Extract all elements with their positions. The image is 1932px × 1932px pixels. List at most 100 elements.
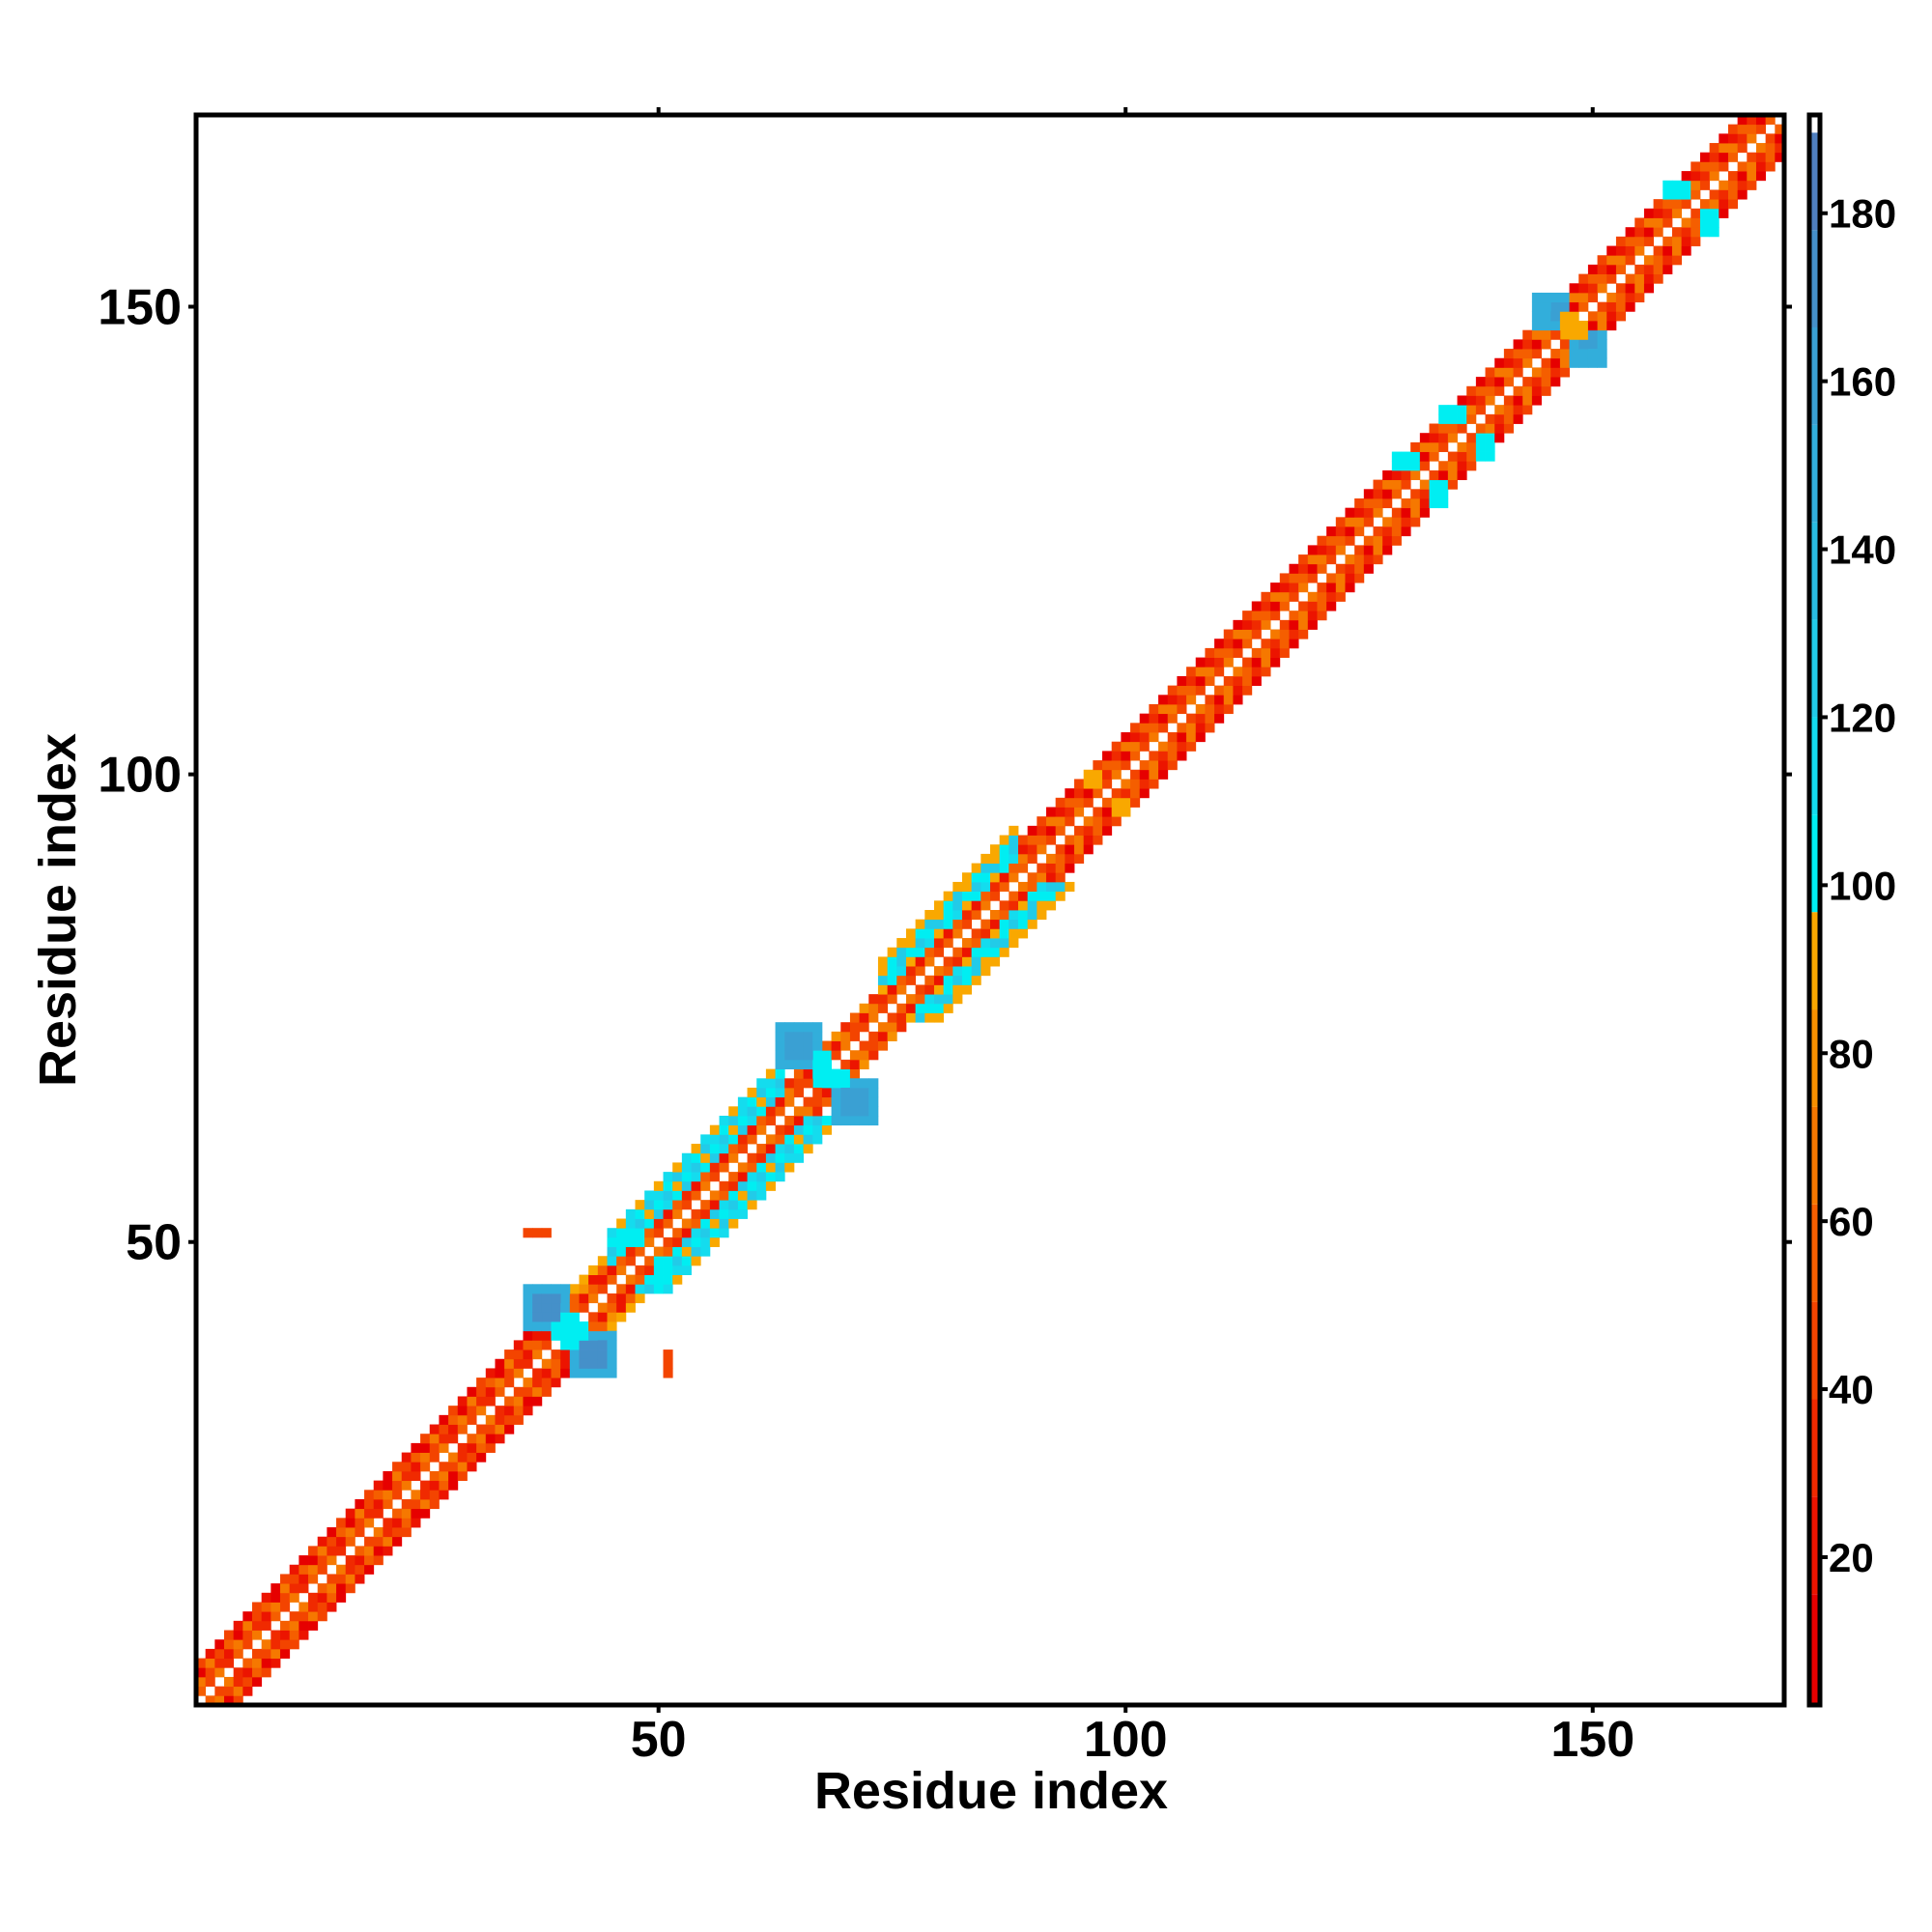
heatmap-cell bbox=[728, 1218, 739, 1229]
heatmap-cell bbox=[1186, 703, 1197, 715]
heatmap-cell bbox=[1401, 517, 1411, 527]
heatmap-cell bbox=[1177, 695, 1187, 705]
heatmap-cell bbox=[616, 1246, 627, 1257]
heatmap-cell bbox=[1494, 423, 1505, 434]
heatmap-cell bbox=[355, 1546, 365, 1556]
heatmap-cell bbox=[1625, 227, 1635, 238]
heatmap-cell bbox=[242, 1620, 253, 1631]
heatmap-cell bbox=[644, 1236, 655, 1247]
heatmap-cell bbox=[280, 1639, 291, 1650]
heatmap-cell bbox=[709, 1190, 720, 1201]
heatmap-cell bbox=[1027, 919, 1037, 929]
heatmap-cell bbox=[1737, 115, 1747, 126]
heatmap-cell bbox=[1046, 863, 1057, 873]
heatmap-cell bbox=[663, 1358, 673, 1369]
heatmap-cell bbox=[1719, 171, 1729, 182]
heatmap-cell bbox=[1643, 273, 1655, 284]
heatmap-cell bbox=[877, 1040, 889, 1051]
heatmap-cell bbox=[1727, 189, 1739, 200]
heatmap-cell bbox=[1195, 685, 1206, 696]
heatmap-cell bbox=[663, 1236, 673, 1247]
heatmap-cell bbox=[681, 1256, 692, 1266]
heatmap-cell bbox=[1195, 695, 1206, 705]
heatmap-cell bbox=[1503, 377, 1514, 387]
heatmap-cell bbox=[1205, 723, 1215, 733]
heatmap-cell bbox=[1205, 657, 1215, 668]
heatmap-cell bbox=[1709, 217, 1719, 228]
heatmap-cell bbox=[971, 872, 981, 883]
heatmap-cell bbox=[364, 1564, 375, 1575]
heatmap-cell bbox=[1186, 713, 1197, 724]
heatmap-cell bbox=[859, 1059, 869, 1069]
heatmap-cell bbox=[971, 891, 981, 901]
heatmap-cell bbox=[1709, 152, 1719, 162]
heatmap-cell bbox=[915, 928, 925, 939]
heatmap-cell bbox=[1653, 245, 1663, 256]
heatmap-cell bbox=[401, 1462, 412, 1472]
heatmap-cell bbox=[635, 1200, 645, 1210]
heatmap-cell bbox=[1083, 844, 1094, 855]
heatmap-cell bbox=[1597, 292, 1607, 303]
heatmap-cell bbox=[971, 947, 981, 957]
heatmap-cell bbox=[1737, 180, 1747, 190]
heatmap-cell bbox=[196, 1658, 207, 1668]
heatmap-cell bbox=[532, 1386, 543, 1397]
heatmap-cell bbox=[196, 1686, 207, 1696]
heatmap-cell bbox=[971, 975, 981, 985]
heatmap-cell bbox=[905, 984, 917, 995]
colorbar-bin bbox=[1809, 814, 1820, 913]
heatmap-cell bbox=[1466, 423, 1477, 434]
heatmap-cell bbox=[457, 1396, 468, 1406]
heatmap-cell bbox=[775, 1040, 785, 1051]
heatmap-cell bbox=[1690, 171, 1701, 182]
heatmap-cell bbox=[1475, 423, 1486, 434]
heatmap-cell bbox=[289, 1630, 299, 1640]
heatmap-cell bbox=[877, 966, 889, 977]
heatmap-cell bbox=[784, 1059, 795, 1069]
heatmap-cell bbox=[392, 1536, 403, 1547]
colorbar-tick-label: 80 bbox=[1829, 1031, 1874, 1076]
heatmap-cell bbox=[1503, 423, 1514, 434]
heatmap-cell bbox=[298, 1611, 309, 1622]
colorbar-bin bbox=[1809, 1204, 1820, 1302]
heatmap-cell bbox=[1531, 339, 1542, 350]
heatmap-cell bbox=[1335, 554, 1346, 565]
heatmap-cell bbox=[551, 1378, 561, 1388]
heatmap-cell bbox=[1559, 311, 1570, 322]
heatmap-cell bbox=[1699, 171, 1711, 182]
heatmap-cell bbox=[523, 1378, 533, 1388]
heatmap-cell bbox=[560, 1312, 571, 1322]
heatmap-cell bbox=[280, 1583, 291, 1594]
heatmap-cell bbox=[971, 919, 981, 929]
heatmap-cell bbox=[308, 1574, 319, 1584]
heatmap-cell bbox=[933, 919, 945, 929]
heatmap-cell bbox=[1307, 573, 1318, 583]
heatmap-cell bbox=[513, 1378, 524, 1388]
heatmap-cell bbox=[1363, 507, 1374, 518]
heatmap-cell bbox=[1578, 292, 1589, 303]
heatmap-cell bbox=[1615, 311, 1626, 322]
heatmap-cell bbox=[1681, 236, 1691, 246]
heatmap-cell bbox=[420, 1490, 431, 1500]
heatmap-cell bbox=[1289, 591, 1299, 602]
heatmap-cell bbox=[1270, 647, 1281, 658]
heatmap-cell bbox=[513, 1396, 524, 1406]
heatmap-cell bbox=[1690, 236, 1701, 246]
heatmap-cell bbox=[1737, 152, 1747, 162]
heatmap-cell bbox=[1606, 273, 1617, 284]
heatmap-cell bbox=[952, 984, 963, 995]
heatmap-cell bbox=[1251, 601, 1262, 611]
heatmap-cell bbox=[784, 1152, 795, 1163]
heatmap-cell bbox=[784, 1050, 795, 1061]
heatmap-cell bbox=[747, 1106, 757, 1117]
heatmap-cell bbox=[1326, 563, 1337, 574]
heatmap-cell bbox=[1195, 732, 1206, 743]
colorbar-tick-label: 60 bbox=[1829, 1199, 1874, 1244]
heatmap-cell bbox=[784, 1096, 795, 1107]
heatmap-cell bbox=[1251, 667, 1262, 677]
heatmap-cell bbox=[924, 975, 935, 985]
heatmap-cell bbox=[756, 1078, 767, 1089]
heatmap-cell bbox=[1261, 657, 1271, 668]
heatmap-cell bbox=[1363, 554, 1374, 565]
heatmap-cell bbox=[457, 1424, 468, 1435]
